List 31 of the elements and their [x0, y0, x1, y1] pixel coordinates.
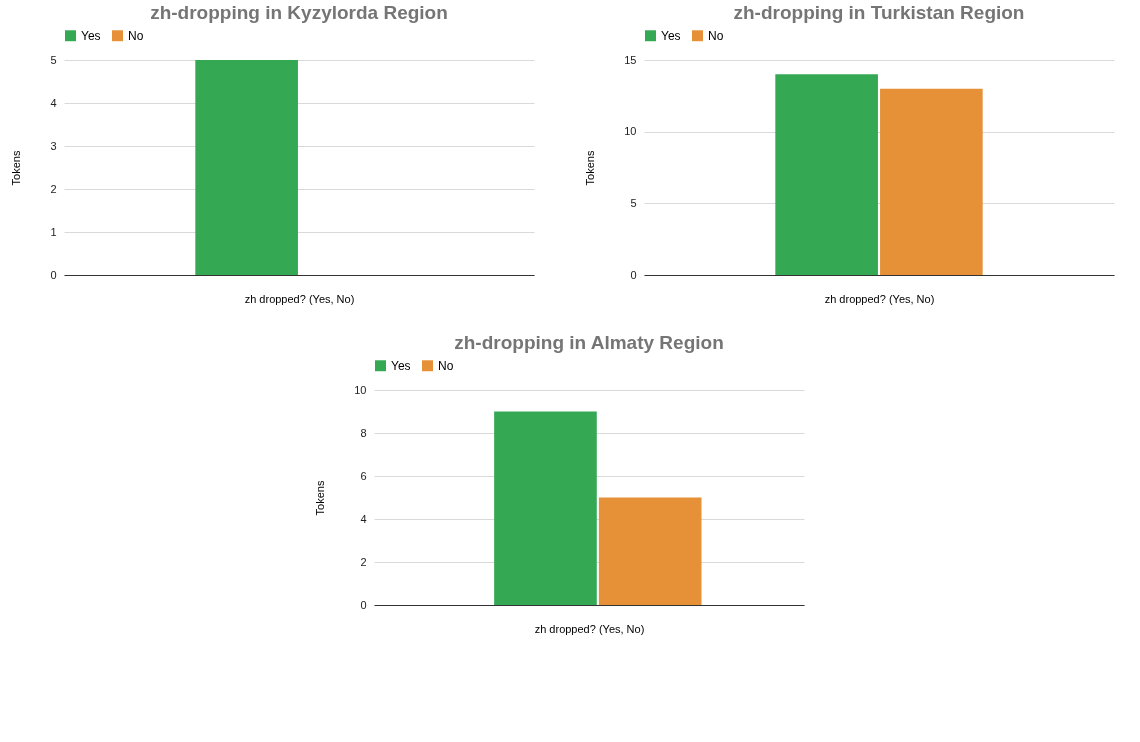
y-tick-label: 5: [50, 53, 57, 66]
y-tick-label: 8: [360, 426, 367, 439]
y-tick-label: 2: [50, 182, 57, 195]
y-axis-title: Tokens: [10, 150, 23, 186]
y-tick-label: 4: [50, 96, 57, 109]
x-axis-title: zh dropped? (Yes, No): [824, 292, 935, 305]
legend-label: Yes: [391, 358, 411, 373]
y-tick-label: 0: [360, 598, 367, 611]
y-axis-title: Tokens: [314, 480, 327, 516]
y-tick-label: 6: [360, 469, 367, 482]
chart-title: zh-dropping in Almaty Region: [454, 332, 724, 353]
y-axis-title: Tokens: [584, 150, 597, 186]
y-tick-label: 3: [50, 139, 57, 152]
legend-label: No: [708, 28, 724, 43]
y-tick-label: 1: [50, 225, 57, 238]
chart-title: zh-dropping in Turkistan Region: [733, 2, 1025, 23]
y-tick-label: 0: [630, 268, 637, 281]
y-tick-label: 4: [360, 512, 367, 525]
y-tick-label: 10: [624, 125, 637, 138]
x-axis-title: zh dropped? (Yes, No): [244, 292, 355, 305]
x-axis-title: zh dropped? (Yes, No): [534, 622, 645, 635]
legend-label: No: [438, 358, 454, 373]
legend-label: Yes: [661, 28, 681, 43]
y-tick-label: 0: [50, 268, 57, 281]
legend-label: Yes: [81, 28, 101, 43]
y-tick-label: 15: [624, 53, 637, 66]
chart-title: zh-dropping in Kyzylorda Region: [150, 2, 448, 23]
legend-label: No: [128, 28, 144, 43]
y-tick-label: 2: [360, 555, 367, 568]
y-tick-label: 5: [630, 196, 637, 209]
y-tick-label: 10: [354, 383, 367, 396]
